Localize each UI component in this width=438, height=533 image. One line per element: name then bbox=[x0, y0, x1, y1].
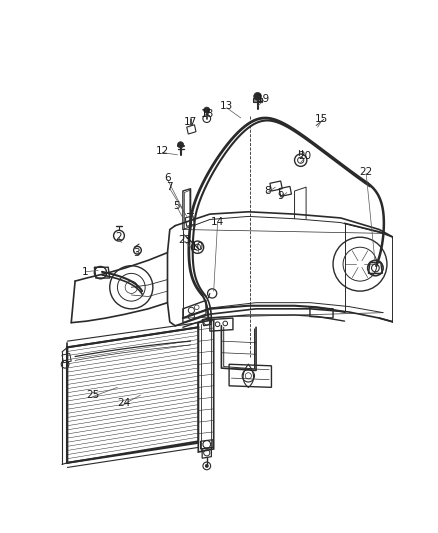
Text: 22: 22 bbox=[360, 167, 373, 177]
Text: 2: 2 bbox=[116, 232, 122, 242]
Text: 25: 25 bbox=[86, 390, 99, 400]
Text: 23: 23 bbox=[178, 235, 191, 245]
Text: 8: 8 bbox=[264, 186, 271, 196]
Polygon shape bbox=[253, 98, 262, 102]
Text: 9: 9 bbox=[277, 191, 284, 201]
Polygon shape bbox=[185, 216, 194, 227]
Circle shape bbox=[205, 464, 208, 467]
Text: 6: 6 bbox=[164, 173, 171, 183]
Text: 10: 10 bbox=[191, 242, 204, 252]
Text: 5: 5 bbox=[173, 201, 180, 212]
Text: 15: 15 bbox=[315, 115, 328, 124]
Text: 1: 1 bbox=[82, 267, 88, 277]
Text: 24: 24 bbox=[117, 398, 130, 408]
Text: 12: 12 bbox=[155, 146, 169, 156]
Text: 20: 20 bbox=[298, 151, 311, 161]
Circle shape bbox=[204, 107, 210, 113]
Text: 13: 13 bbox=[220, 101, 233, 111]
Text: 7: 7 bbox=[166, 182, 173, 192]
Text: 3: 3 bbox=[134, 248, 140, 257]
Circle shape bbox=[254, 92, 261, 100]
Circle shape bbox=[177, 142, 184, 148]
Text: 18: 18 bbox=[201, 109, 214, 119]
Text: 19: 19 bbox=[257, 94, 270, 103]
Text: 17: 17 bbox=[184, 117, 197, 127]
Text: 14: 14 bbox=[211, 217, 224, 227]
